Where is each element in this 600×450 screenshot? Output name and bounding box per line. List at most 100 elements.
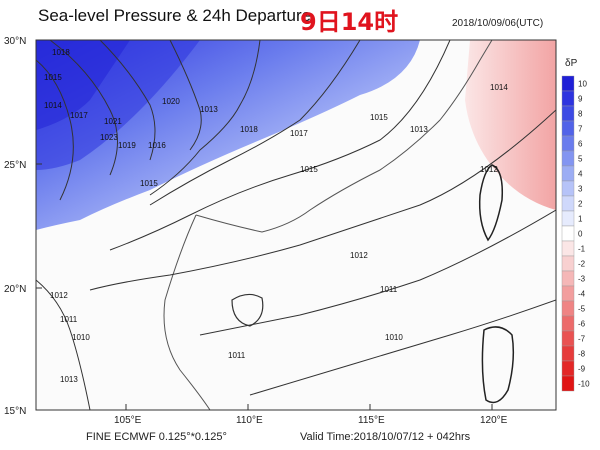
colorbar-label: 5 (578, 155, 583, 164)
lon-label: 105°E (114, 415, 142, 426)
isobar-label: 1021 (104, 117, 122, 126)
isobar-label: 1015 (370, 113, 388, 122)
negative-departure-region (465, 40, 556, 210)
colorbar-cell (561, 120, 575, 137)
isobar-labels: 1018 1015 1014 1017 1021 1020 1019 1016 … (44, 48, 508, 384)
run-timestamp: 2018/10/09/06(UTC) (452, 18, 544, 29)
isobar-label: 1020 (162, 97, 180, 106)
colorbar-label: 0 (578, 230, 583, 239)
isobar-label: 1016 (148, 141, 166, 150)
isobar-line (149, 40, 361, 206)
colorbar-cell (561, 300, 575, 317)
lat-label: 15°N (4, 406, 26, 417)
isobar-label: 1015 (140, 179, 158, 188)
isobar-label: 1010 (385, 333, 403, 342)
colorbar-label: -5 (578, 305, 586, 314)
colorbar-label: 9 (578, 95, 583, 104)
colorbar-cell (561, 225, 575, 242)
colorbar-cell (561, 165, 575, 182)
colorbar-cell (561, 360, 575, 377)
lon-label: 120°E (480, 415, 508, 426)
isobars (36, 40, 556, 410)
lat-label: 30°N (4, 36, 26, 47)
luzon-island (481, 326, 515, 404)
isobar-label: 1014 (490, 83, 508, 92)
latitude-axis: 30°N 25°N 20°N 15°N (4, 36, 42, 417)
isobar-label: 1018 (52, 48, 70, 57)
lat-label: 25°N (4, 160, 26, 171)
coastline-south (163, 214, 211, 410)
colorbar-cell (561, 345, 575, 362)
isobar-line (36, 59, 74, 201)
chart-title: Sea-level Pressure & 24h Departure (38, 6, 312, 25)
colorbar-label: -8 (578, 350, 586, 359)
colorbar-cell (561, 90, 575, 107)
isobar-label: 1015 (300, 165, 318, 174)
colorbar-label: 10 (578, 80, 587, 89)
chart-title-cn: 9日14时 (300, 8, 399, 36)
colorbar-cell (561, 135, 575, 152)
isobar-line (49, 40, 118, 176)
colorbar-cell (561, 180, 575, 197)
isobar-label: 1013 (60, 375, 78, 384)
colorbar-label: 2 (578, 200, 583, 209)
isobar-label: 1017 (290, 129, 308, 138)
colorbar-cell (561, 105, 575, 122)
colorbar-cell (561, 240, 575, 257)
colorbar-label: -10 (578, 380, 590, 389)
isobar-line (89, 109, 556, 291)
colorbar-cell (561, 210, 575, 227)
coastline (195, 40, 493, 233)
isobar-label: 1012 (480, 165, 498, 174)
isobar-line (99, 40, 156, 161)
map-area: 1018 1015 1014 1017 1021 1020 1019 1016 … (36, 40, 556, 410)
colorbar-label: 7 (578, 125, 583, 134)
isobar-label: 1017 (70, 111, 88, 120)
isobar-label: 1011 (60, 315, 78, 324)
colorbar-label: -7 (578, 335, 586, 344)
isobar-label: 1013 (410, 125, 428, 134)
colorbar-title: δP (565, 58, 578, 69)
hainan-island (231, 293, 264, 327)
colorbar-cells (561, 75, 575, 392)
isobar-label: 1018 (240, 125, 258, 134)
lon-label: 110°E (236, 415, 263, 426)
colorbar-cell (561, 315, 575, 332)
isobar-label: 1011 (228, 351, 246, 360)
colorbar-label: 4 (578, 170, 583, 179)
map-frame (35, 39, 557, 411)
colorbar-label: 8 (578, 110, 583, 119)
isobar-label: 1013 (200, 105, 218, 114)
model-info: FINE ECMWF 0.125°*0.125° (86, 431, 227, 443)
isobar-label: 1012 (50, 291, 68, 300)
colorbar-cell (561, 375, 575, 392)
isobar-label: 1015 (44, 73, 62, 82)
colorbar-cell (561, 270, 575, 287)
isobar-label: 1019 (118, 141, 136, 150)
isobar-label: 1014 (44, 101, 62, 110)
isobar-label: 1012 (350, 251, 368, 260)
colorbar-label: 3 (578, 185, 583, 194)
colorbar-cell (561, 330, 575, 347)
isobar-line (169, 40, 202, 151)
isobar-label: 1023 (100, 133, 118, 142)
peak-positive-core (36, 40, 130, 130)
colorbar-label: -3 (578, 275, 586, 284)
taiwan-island (478, 164, 504, 242)
valid-time: Valid Time:2018/10/07/12 + 042hrs (300, 431, 471, 443)
lon-label: 115°E (358, 415, 385, 426)
isobar-line (109, 40, 451, 251)
colorbar-label: 1 (578, 215, 583, 224)
colorbar-cell (561, 285, 575, 302)
colorbar-label: -1 (578, 245, 586, 254)
colorbar-cell (561, 195, 575, 212)
longitude-axis: 105°E 110°E 115°E 120°E (114, 404, 508, 426)
colorbar-label: -4 (578, 290, 586, 299)
isobar-label: 1011 (380, 285, 398, 294)
lat-label: 20°N (4, 284, 26, 295)
colorbar-label: -9 (578, 365, 586, 374)
colorbar-label: 6 (578, 140, 583, 149)
